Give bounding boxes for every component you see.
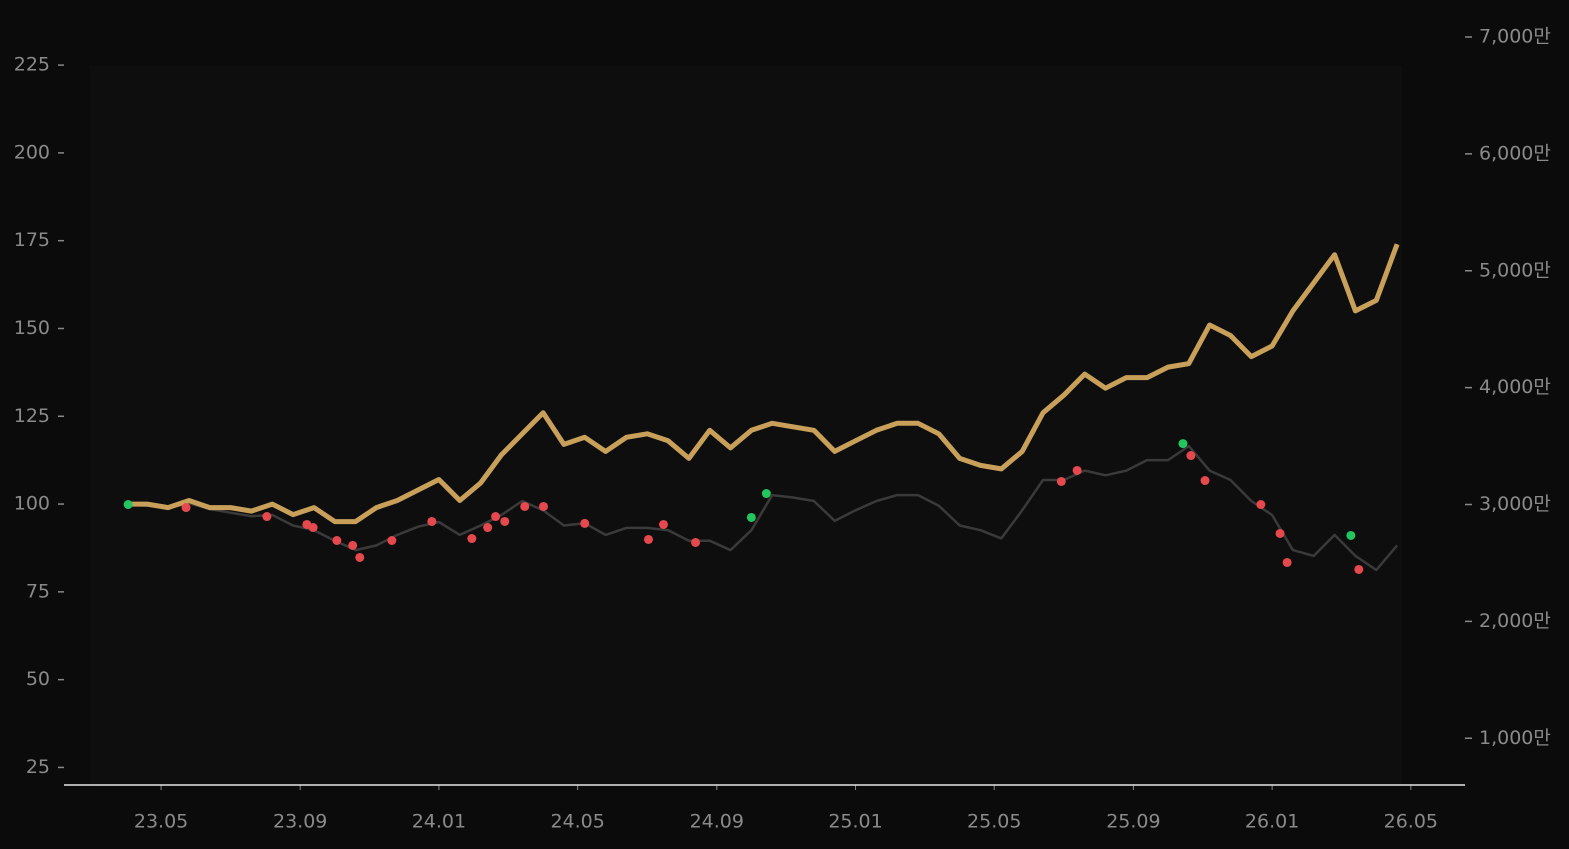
series-line	[126, 243, 1400, 525]
y-tick-label: 25	[26, 756, 50, 778]
trade-marker	[1178, 439, 1188, 449]
y2-tick-label: 1,000만	[1479, 727, 1551, 749]
trade-marker	[580, 518, 590, 528]
x-tick-label: 26.05	[1384, 811, 1438, 833]
trade-marker	[308, 523, 318, 533]
trade-marker	[181, 503, 191, 513]
x-tick-label: 25.05	[967, 811, 1021, 833]
y-tick-label: 225	[14, 54, 50, 76]
y-tick-label: 75	[26, 580, 50, 602]
trade-marker	[1056, 476, 1066, 486]
trade-marker	[491, 512, 501, 522]
trade-marker	[1200, 476, 1210, 486]
x-tick-label: 23.05	[134, 811, 188, 833]
x-tick-label: 26.01	[1245, 811, 1299, 833]
trade-marker	[387, 535, 397, 545]
trade-marker	[467, 534, 477, 544]
trade-marker	[348, 540, 358, 550]
y2-tick-label: 6,000만	[1479, 142, 1551, 164]
y-tick-label: 125	[14, 405, 50, 427]
trade-marker	[520, 501, 530, 511]
y2-tick-label: 5,000만	[1479, 259, 1551, 281]
trade-marker	[355, 552, 365, 562]
trade-marker	[1186, 451, 1196, 461]
trade-marker	[1256, 500, 1266, 509]
x-tick-label: 24.09	[690, 811, 744, 833]
y-tick-label: 50	[26, 668, 50, 690]
x-tick-label: 23.09	[273, 811, 327, 833]
y2-tick-label: 2,000만	[1479, 610, 1551, 632]
trade-marker	[1346, 530, 1356, 540]
x-tick-label: 25.09	[1106, 811, 1160, 833]
trade-marker	[262, 512, 272, 522]
trade-marker	[427, 516, 437, 526]
y-tick-label: 175	[14, 229, 50, 251]
y2-tick-label: 4,000만	[1479, 376, 1551, 398]
trade-marker	[1354, 564, 1364, 574]
trade-marker	[483, 523, 493, 533]
trade-marker	[1275, 528, 1285, 538]
trade-marker	[658, 519, 668, 529]
trade-marker	[332, 535, 342, 545]
trade-marker	[691, 537, 701, 547]
y-tick-label: 100	[14, 493, 50, 515]
trade-marker	[1282, 557, 1292, 567]
trade-marker	[746, 512, 756, 522]
y2-tick-label: 7,000만	[1479, 26, 1551, 48]
trade-marker	[123, 500, 133, 509]
trade-marker	[500, 516, 510, 526]
trade-marker	[643, 534, 653, 544]
trade-marker	[1072, 465, 1082, 475]
plot-background	[90, 66, 1402, 785]
trade-marker	[761, 489, 771, 499]
x-tick-label: 25.01	[828, 811, 882, 833]
x-tick-label: 24.05	[550, 811, 604, 833]
x-tick-label: 24.01	[412, 811, 466, 833]
y2-tick-label: 3,000만	[1479, 493, 1551, 515]
trade-marker	[538, 501, 548, 511]
y-tick-label: 150	[14, 317, 50, 339]
y-tick-label: 200	[14, 141, 50, 163]
